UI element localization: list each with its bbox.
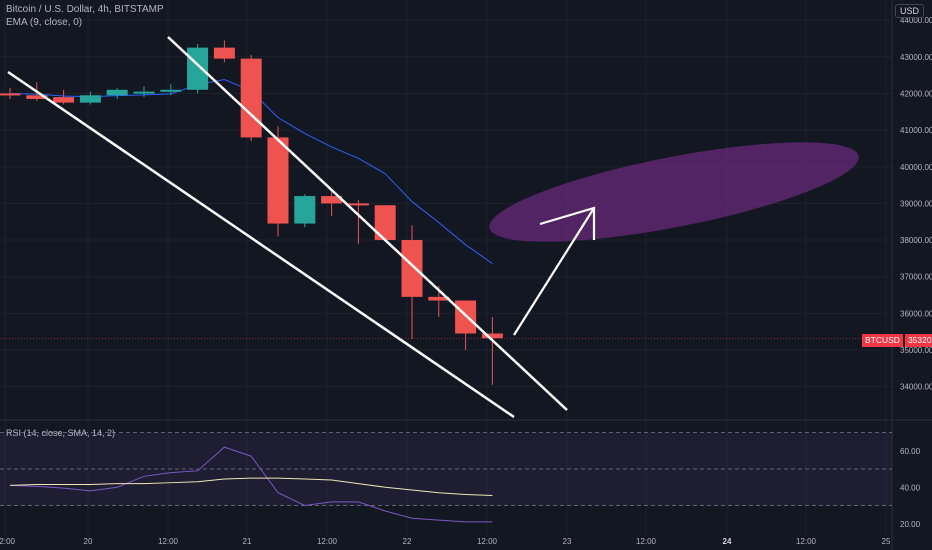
projection-arrow-head xyxy=(539,206,596,240)
time-tick-label: 12:00 xyxy=(158,537,179,546)
candle-body xyxy=(53,97,75,103)
last-price-tag: BTCUSD 35320.04 xyxy=(862,334,932,347)
candle-body xyxy=(428,296,450,301)
rsi-band xyxy=(0,432,892,506)
time-tick-label: 12:00 xyxy=(317,537,338,546)
candle-body xyxy=(240,58,262,138)
candle-body xyxy=(401,240,423,297)
rsi-line xyxy=(9,446,493,523)
price-tick-label: 38000.00 xyxy=(900,236,932,245)
price-tick-label: 42000.00 xyxy=(900,89,932,98)
rsi-ma-line xyxy=(9,477,493,496)
candle-body xyxy=(106,89,128,96)
candle-body xyxy=(213,47,235,59)
rsi-tick-label: 60.00 xyxy=(900,447,921,456)
currency-badge[interactable]: USD xyxy=(894,4,924,18)
time-tick-label: 12:00 xyxy=(477,537,498,546)
price-tick-label: 39000.00 xyxy=(900,199,932,208)
drawings xyxy=(7,36,859,419)
price-tick-label: 36000.00 xyxy=(900,309,932,318)
price-axis: 34000.00 35000.00 36000.00 37000.00 38000.00… xyxy=(900,16,932,529)
time-tick-label: 12:00 xyxy=(636,537,657,546)
candle-body xyxy=(455,300,477,334)
price-tick-label: 40000.00 xyxy=(900,163,932,172)
target-ellipse xyxy=(489,142,859,242)
candle-body xyxy=(481,333,503,339)
price-tag-symbol: BTCUSD xyxy=(862,334,903,347)
wedge-lower-line xyxy=(7,70,515,419)
rsi-lines xyxy=(9,446,493,523)
time-tick-label: 21 xyxy=(243,537,252,546)
time-tick-label: 12:00 xyxy=(796,537,817,546)
symbol-title: Bitcoin / U.S. Dollar, 4h, BITSTAMP xyxy=(6,4,164,15)
time-axis: 12:00 20 12:00 21 12:00 22 12:00 23 12:00 24 12:00… xyxy=(0,537,891,546)
price-tick-label: 41000.00 xyxy=(900,126,932,135)
candle-body xyxy=(160,89,182,92)
time-tick-label: 20 xyxy=(84,537,93,546)
candle-body xyxy=(321,196,343,204)
price-tick-label: 37000.00 xyxy=(900,273,932,282)
rsi-tick-label: 40.00 xyxy=(900,483,921,492)
time-tick-label: 22 xyxy=(403,537,412,546)
wedge-upper-line xyxy=(167,36,568,411)
rsi-legend[interactable]: RSI (14, close, SMA, 14, 2) xyxy=(6,428,116,438)
price-tick-label: 43000.00 xyxy=(900,53,932,62)
price-tick-label: 44000.00 xyxy=(900,16,932,25)
projection-arrow-line xyxy=(513,207,595,336)
price-tag-value: 35320.04 xyxy=(904,334,932,347)
ema-legend[interactable]: EMA (9, close, 0) xyxy=(6,17,83,28)
candle-body xyxy=(0,93,21,96)
time-tick-label: 25 xyxy=(882,537,891,546)
candle-body xyxy=(79,95,101,103)
candle-body xyxy=(26,95,48,99)
time-tick-label: 12:00 xyxy=(0,537,16,546)
candle-body xyxy=(347,203,369,206)
time-tick-label: 23 xyxy=(563,537,572,546)
candle-body xyxy=(187,47,209,90)
candle-body xyxy=(133,91,155,94)
time-tick-label: 24 xyxy=(723,537,732,546)
price-tick-label: 35000.00 xyxy=(900,346,932,355)
rsi-tick-label: 20.00 xyxy=(900,520,921,529)
candle-body xyxy=(267,137,289,224)
candle-body xyxy=(294,196,316,224)
candle-body xyxy=(374,205,396,241)
candles xyxy=(0,40,503,385)
price-tick-label: 34000.00 xyxy=(900,383,932,392)
